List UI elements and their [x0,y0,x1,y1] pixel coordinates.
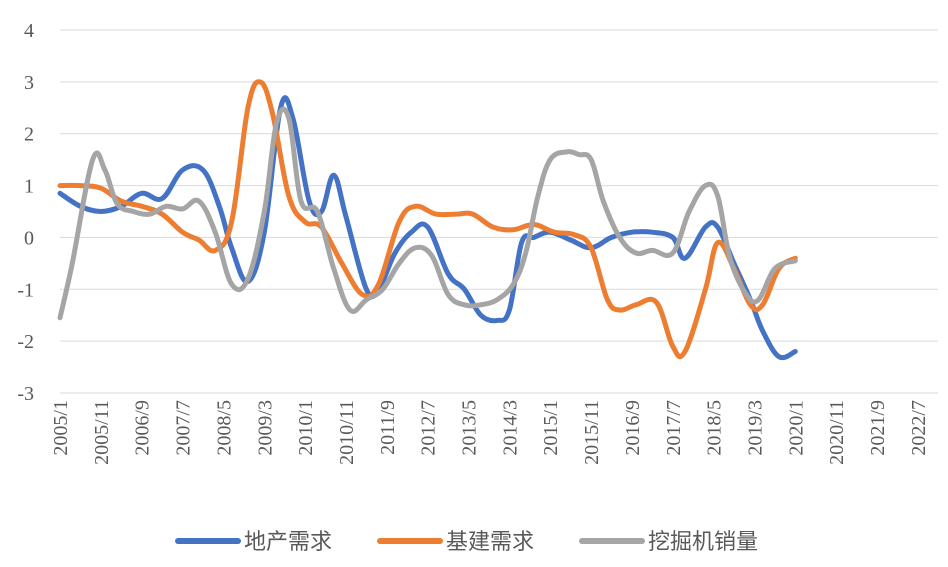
x-tick-label: 2014/3 [499,400,521,456]
x-tick-label: 2005/11 [91,400,113,465]
x-tick-label: 2007/7 [173,400,195,456]
x-tick-label: 2009/3 [254,400,276,456]
x-tick-label: 2008/5 [213,400,235,456]
x-tick-label: 2010/1 [295,400,317,456]
legend-label: 挖掘机销量 [648,530,758,555]
x-tick-label: 2022/7 [908,400,930,456]
gridlines [60,29,938,394]
legend-label: 基建需求 [446,530,534,555]
x-tick-label: 2019/3 [744,400,766,456]
x-tick-label: 2018/5 [704,400,726,456]
y-axis-ticks: 4 3 2 1 0 -1 -2 -3 [17,20,34,405]
x-tick-label: 2020/11 [826,400,848,465]
series-line-1 [57,95,798,361]
y-tick-label: 3 [24,72,34,94]
y-tick-label: 1 [24,176,34,198]
series-line-2 [57,79,798,360]
x-tick-label: 2020/1 [785,400,807,456]
x-tick-label: 2010/11 [336,400,358,465]
legend: 地产需求 基建需求 挖掘机销量 [175,530,758,555]
legend-label: 地产需求 [244,530,332,555]
y-tick-label: -2 [17,331,34,353]
x-axis-ticks: 2005/1 2005/11 2006/9 2007/7 2008/5 2009/3 201… [50,400,930,465]
y-tick-label: 4 [24,20,34,42]
x-tick-label: 2012/7 [418,400,440,456]
x-tick-label: 2013/5 [459,400,481,456]
x-tick-label: 2017/7 [663,400,685,456]
x-tick-label: 2021/9 [867,400,889,456]
y-tick-label: 0 [24,227,34,249]
series-line-3 [57,106,798,321]
x-tick-label: 2015/11 [581,400,603,465]
y-tick-label: -1 [17,279,34,301]
x-tick-label: 2006/9 [132,400,154,456]
x-tick-label: 2005/1 [50,400,72,456]
x-tick-label: 2015/1 [540,400,562,456]
series-lines [57,79,798,361]
y-tick-label: 2 [24,124,34,146]
x-tick-label: 2016/9 [622,400,644,456]
y-tick-label: -3 [17,383,34,405]
x-tick-label: 2011/9 [377,400,399,455]
